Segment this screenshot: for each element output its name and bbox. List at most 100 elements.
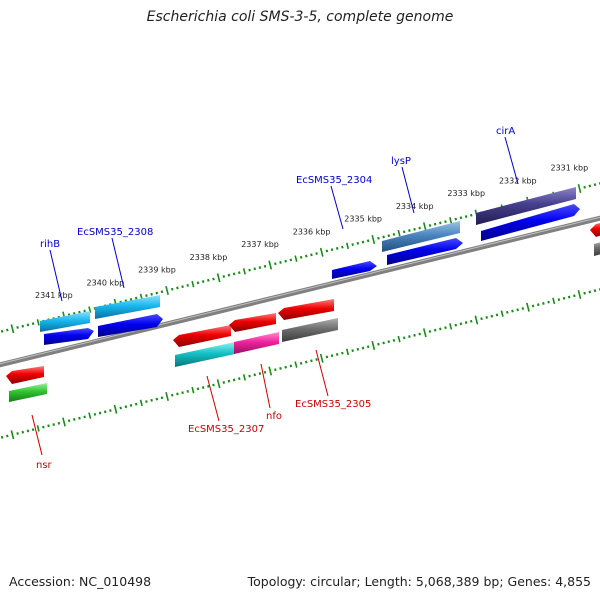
inner-ruler-minor-tick xyxy=(238,377,241,381)
ruler-tick-label: 2332 kbp xyxy=(499,176,537,185)
inner-ruler-minor-tick xyxy=(21,430,25,434)
leader-EcSMS35-2305 xyxy=(315,349,329,397)
gene-block-rihB[interactable] xyxy=(40,311,90,332)
outer-ruler-minor-tick xyxy=(212,277,215,281)
outer-ruler-minor-tick xyxy=(207,278,210,282)
outer-ruler-minor-tick xyxy=(345,242,350,250)
gene-arrow-forward[interactable] xyxy=(387,238,463,265)
ruler-tick-label: 2336 kbp xyxy=(293,227,331,236)
gene-arrow-forward[interactable] xyxy=(44,328,94,345)
inner-ruler-minor-tick xyxy=(542,302,545,305)
leader-EcSMS35-2307 xyxy=(206,375,220,422)
gene-block-EcSMS35-2308[interactable] xyxy=(95,295,160,319)
inner-ruler-minor-tick xyxy=(160,396,164,400)
outer-ruler-minor-tick xyxy=(78,310,81,314)
outer-ruler-minor-tick xyxy=(305,254,308,258)
inner-ruler-minor-tick xyxy=(444,326,447,330)
gene-block-nfo[interactable] xyxy=(234,332,279,354)
gene-label-cirA[interactable]: cirA xyxy=(496,126,515,137)
ruler-tick-label: 2341 kbp xyxy=(35,291,73,300)
gene-label-nsr[interactable]: nsr xyxy=(36,460,53,471)
outer-ruler-minor-tick xyxy=(274,262,277,266)
inner-tick-ruler xyxy=(0,288,600,440)
gene-label-EcSMS35-2307[interactable]: EcSMS35_2307 xyxy=(188,424,264,435)
inner-ruler-minor-tick xyxy=(552,297,556,305)
gene-label-lysP[interactable]: lysP xyxy=(391,156,411,167)
outer-ruler-minor-tick xyxy=(444,220,447,224)
inner-ruler-minor-tick xyxy=(98,411,102,415)
inner-ruler-minor-tick xyxy=(42,425,45,429)
outer-ruler-minor-tick xyxy=(0,329,4,333)
inner-ruler-major-tick xyxy=(165,391,169,402)
inner-ruler-minor-tick xyxy=(289,364,293,368)
gene-arrow-reverse[interactable] xyxy=(590,222,600,237)
inner-ruler-minor-tick xyxy=(511,309,514,313)
inner-ruler-minor-tick xyxy=(212,383,215,387)
leader-rihB xyxy=(49,249,63,302)
gene-label-rihB[interactable]: rihB xyxy=(40,239,60,250)
inner-ruler-minor-tick xyxy=(129,404,133,407)
outer-ruler-minor-tick xyxy=(377,236,380,240)
outer-ruler-minor-tick xyxy=(366,239,370,243)
inner-ruler-minor-tick xyxy=(181,391,184,395)
gene-block-partial[interactable] xyxy=(594,241,600,256)
gene-block-cirA[interactable] xyxy=(476,187,576,225)
outer-ruler-minor-tick xyxy=(253,267,256,271)
outer-ruler-minor-tick xyxy=(402,230,406,234)
inner-ruler-minor-tick xyxy=(418,332,421,336)
inner-ruler-minor-tick xyxy=(201,386,205,389)
gene-block-EcSMS35-2307[interactable] xyxy=(175,342,235,367)
outer-ruler-minor-tick xyxy=(464,215,468,218)
genome-backbone-highlight xyxy=(0,216,600,365)
inner-ruler-major-tick xyxy=(422,328,427,338)
gene-label-EcSMS35-2304[interactable]: EcSMS35_2304 xyxy=(296,175,372,186)
inner-ruler-minor-tick xyxy=(562,296,566,300)
accession-text: Accession: NC_010498 xyxy=(9,574,152,589)
ruler-tick-label: 2340 kbp xyxy=(87,278,125,287)
inner-ruler-minor-tick xyxy=(454,323,458,327)
inner-ruler-minor-tick xyxy=(531,304,535,308)
inner-ruler-minor-tick xyxy=(439,327,442,331)
inner-ruler-minor-tick xyxy=(573,294,576,298)
gene-block-nsr[interactable] xyxy=(9,383,47,402)
outer-ruler-minor-tick xyxy=(134,296,138,300)
ruler-tick-label: 2334 kbp xyxy=(396,202,434,211)
gene-arrow-forward[interactable] xyxy=(332,261,377,279)
inner-ruler-minor-tick xyxy=(583,291,586,295)
outer-ruler-minor-tick xyxy=(433,222,437,226)
inner-ruler-minor-tick xyxy=(459,322,463,326)
gene-label-nfo[interactable]: nfo xyxy=(266,411,282,422)
inner-ruler-minor-tick xyxy=(57,421,61,425)
gene-arrow-forward[interactable] xyxy=(98,314,163,337)
inner-ruler-major-tick xyxy=(474,315,479,325)
gene-label-EcSMS35-2308[interactable]: EcSMS35_2308 xyxy=(77,227,153,238)
outer-ruler-minor-tick xyxy=(129,298,133,301)
gene-arrow-reverse[interactable] xyxy=(6,366,44,384)
inner-ruler-major-tick xyxy=(10,430,15,440)
gene-arrow-forward[interactable] xyxy=(481,204,580,241)
gene-arrow-reverse[interactable] xyxy=(278,299,334,320)
inner-ruler-minor-tick xyxy=(6,434,9,438)
inner-ruler-minor-tick xyxy=(258,372,262,375)
outer-ruler-minor-tick xyxy=(222,275,226,278)
outer-ruler-major-tick xyxy=(422,222,427,232)
outer-ruler-minor-tick xyxy=(392,232,396,236)
reverse-feature-track xyxy=(9,241,600,402)
inner-ruler-minor-tick xyxy=(103,410,107,414)
gene-arrow-reverse[interactable] xyxy=(173,325,231,347)
ruler-tick-label: 2338 kbp xyxy=(190,253,228,262)
outer-ruler-minor-tick xyxy=(201,280,205,283)
gene-arrow-reverse[interactable] xyxy=(229,313,276,332)
outer-ruler-minor-tick xyxy=(299,255,303,259)
inner-ruler-major-tick xyxy=(113,404,118,414)
outer-ruler-minor-tick xyxy=(31,322,35,326)
outer-ruler-minor-tick xyxy=(413,227,416,231)
outer-ruler-minor-tick xyxy=(294,255,298,262)
gene-block-lysP[interactable] xyxy=(382,221,460,252)
outer-ruler-minor-tick xyxy=(227,273,231,277)
gene-label-EcSMS35-2305[interactable]: EcSMS35_2305 xyxy=(295,399,371,410)
gene-block-EcSMS35-2305[interactable] xyxy=(282,318,338,342)
inner-ruler-minor-tick xyxy=(516,308,519,312)
outer-ruler-major-tick xyxy=(268,260,273,270)
inner-ruler-minor-tick xyxy=(124,405,128,409)
